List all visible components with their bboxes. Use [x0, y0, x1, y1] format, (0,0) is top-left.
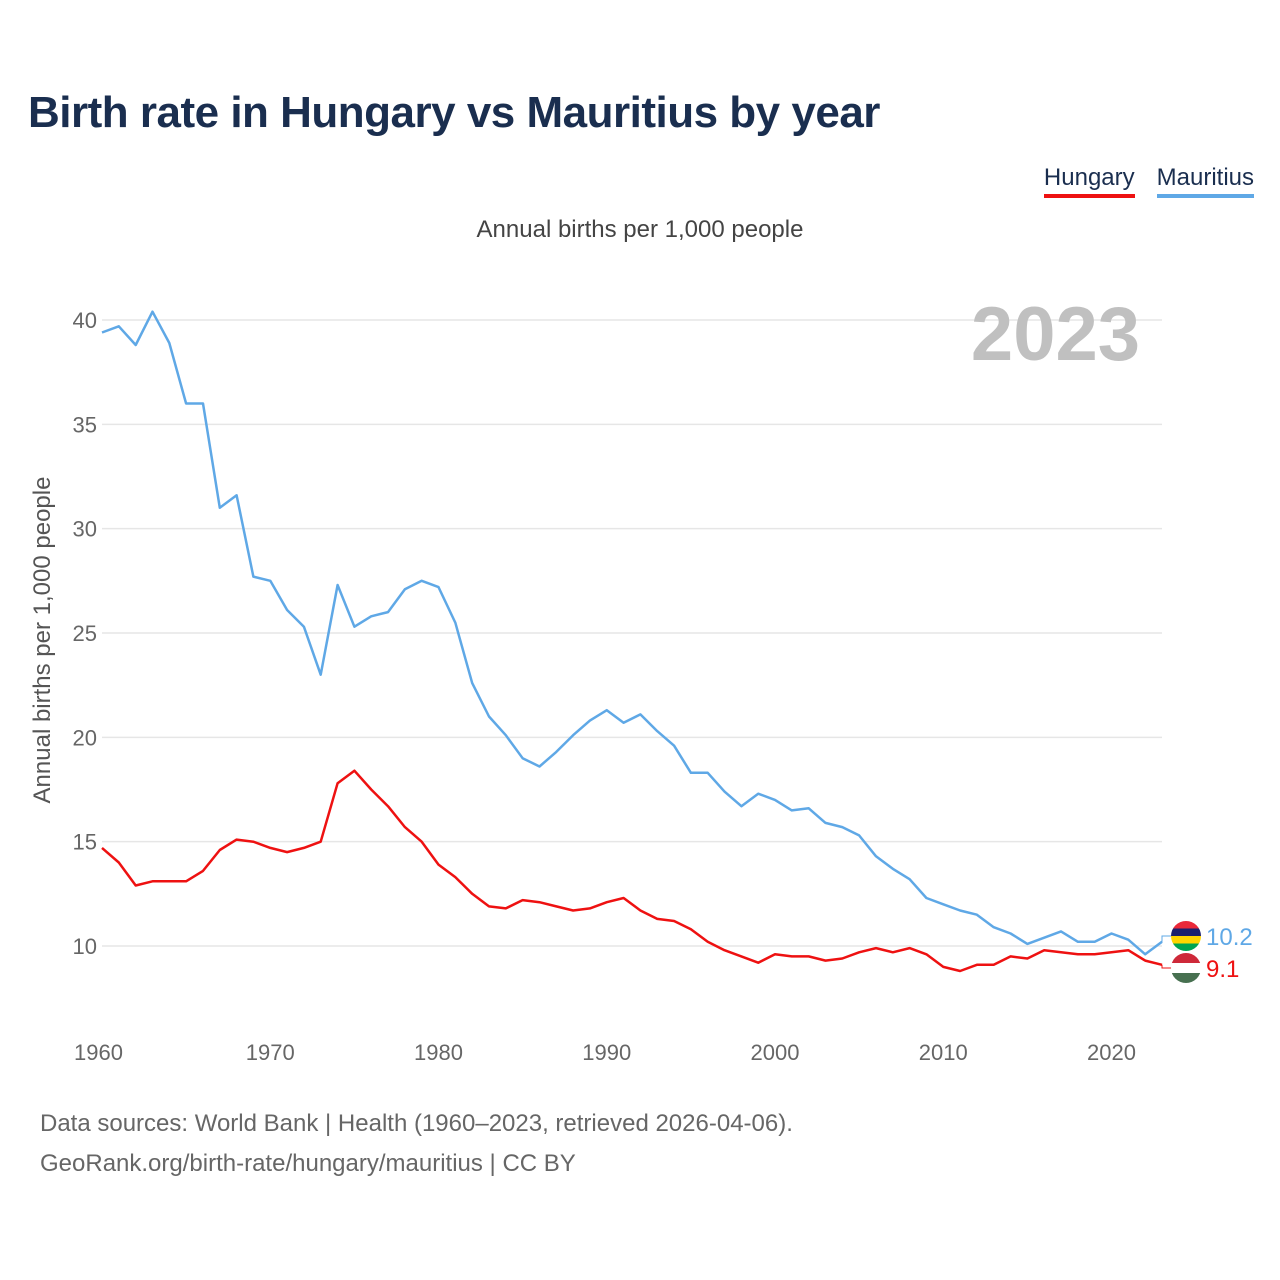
y-tick-label: 20 — [73, 725, 97, 750]
y-tick-label: 30 — [73, 517, 97, 542]
year-watermark: 2023 — [971, 292, 1140, 377]
x-tick-label: 1990 — [582, 1040, 631, 1065]
end-connector-hungary — [1161, 964, 1172, 969]
x-tick-label: 2000 — [751, 1040, 800, 1065]
end-value-label-hungary: 9.1 — [1206, 956, 1239, 983]
end-connector-mauritius — [1161, 935, 1172, 942]
y-tick-label: 40 — [73, 308, 97, 333]
series-line-hungary — [101, 769, 1163, 973]
y-tick-label: 25 — [73, 621, 97, 646]
x-tick-label: 2020 — [1087, 1040, 1136, 1065]
x-tick-label: 1970 — [246, 1040, 295, 1065]
footer: Data sources: World Bank | Health (1960–… — [40, 1104, 793, 1184]
series-line-mauritius — [101, 310, 1163, 956]
x-tick-label: 1960 — [74, 1040, 123, 1065]
legend: Hungary Mauritius — [1043, 164, 1254, 198]
end-value-label-mauritius: 10.2 — [1206, 924, 1253, 951]
y-axis-label: Annual births per 1,000 people — [29, 477, 56, 804]
legend-item-mauritius[interactable]: Mauritius — [1156, 164, 1254, 198]
mauritius-flag-icon — [1171, 921, 1201, 951]
y-tick-label: 15 — [73, 830, 97, 855]
footer-attribution: GeoRank.org/birth-rate/hungary/mauritius… — [40, 1150, 576, 1177]
footer-sources: Data sources: World Bank | Health (1960–… — [40, 1110, 793, 1137]
chart-subtitle: Annual births per 1,000 people — [476, 216, 804, 243]
y-tick-label: 10 — [73, 934, 97, 959]
chart-title: Birth rate in Hungary vs Mauritius by ye… — [28, 88, 880, 137]
y-tick-label: 35 — [73, 412, 97, 437]
x-tick-label: 1980 — [414, 1040, 463, 1065]
x-tick-label: 2010 — [919, 1040, 968, 1065]
hungary-flag-icon — [1171, 953, 1201, 983]
legend-item-hungary[interactable]: Hungary — [1043, 164, 1135, 198]
